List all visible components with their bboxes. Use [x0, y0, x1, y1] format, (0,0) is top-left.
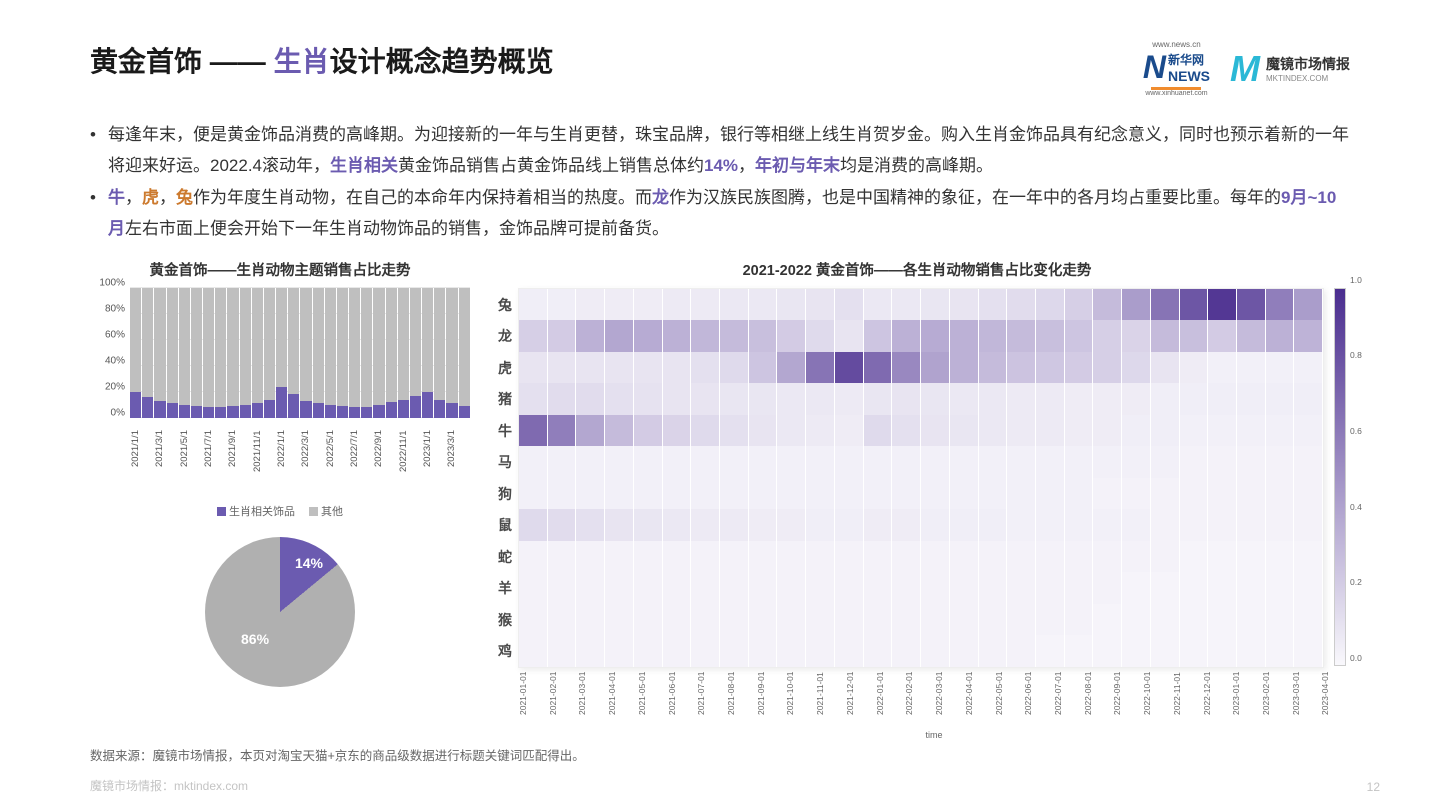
- bullet-item: 每逢年末，便是黄金饰品消费的高峰期。为迎接新的一年与生肖更替，珠宝品牌，银行等相…: [90, 119, 1350, 182]
- bar-legend: 生肖相关饰品其他: [90, 503, 470, 519]
- heatmap-chart: 兔龙虎猪牛马狗鼠蛇羊猴鸡 0.00.20.40.60.81.0: [484, 288, 1350, 668]
- bullet-list: 每逢年末，便是黄金饰品消费的高峰期。为迎接新的一年与生肖更替，珠宝品牌，银行等相…: [90, 119, 1350, 245]
- page-number: 12: [1367, 780, 1380, 794]
- heatmap-colorbar: 0.00.20.40.60.81.0: [1334, 288, 1350, 668]
- mktindex-logo: M 魔镜市场情报 MKTINDEX.COM: [1230, 48, 1350, 90]
- footer-brand: 魔镜市场情报：mktindex.com: [90, 777, 248, 794]
- heatmap-title: 2021-2022 黄金首饰——各生肖动物销售占比变化走势: [484, 259, 1350, 280]
- xinhua-logo: www.news.cn N 新华网 NEWS www.xinhuanet.com: [1143, 40, 1210, 97]
- logo-area: www.news.cn N 新华网 NEWS www.xinhuanet.com…: [1143, 40, 1350, 97]
- page-title: 黄金首饰 —— 生肖设计概念趋势概览: [90, 40, 554, 80]
- pie-zodiac-label: 14%: [295, 555, 323, 571]
- pie-other-label: 86%: [241, 631, 269, 647]
- bar-chart-title: 黄金首饰——生肖动物主题销售占比走势: [90, 259, 470, 280]
- stacked-bar-chart: 0%20%40%60%80%100%: [90, 288, 470, 428]
- bullet-item: 牛，虎，兔作为年度生肖动物，在自己的本命年内保持着相当的热度。而龙作为汉族民族图…: [90, 182, 1350, 245]
- pie-chart: 14% 86%: [205, 537, 355, 687]
- footer-source: 数据来源：魔镜市场情报，本页对淘宝天猫+京东的商品级数据进行标题关键词匹配得出。: [90, 745, 585, 764]
